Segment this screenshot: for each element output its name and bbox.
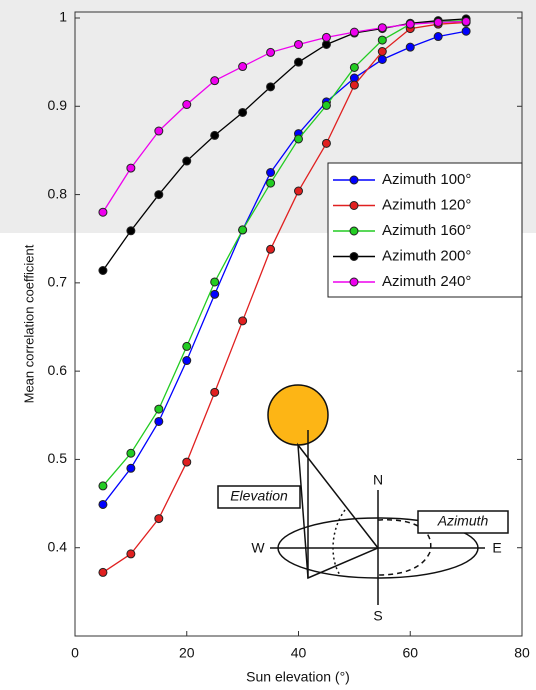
data-point <box>294 134 303 144</box>
y-tick-label: 0.5 <box>48 450 68 466</box>
legend-marker <box>349 252 359 261</box>
data-point <box>126 448 136 458</box>
data-point <box>321 100 331 110</box>
y-tick-label: 1 <box>59 9 67 25</box>
annotation: N <box>373 472 383 488</box>
data-point <box>98 265 108 275</box>
data-point <box>377 47 387 57</box>
x-tick-label: 20 <box>179 645 195 661</box>
data-point <box>294 186 303 196</box>
annotation: W <box>251 540 265 556</box>
data-point <box>238 225 248 235</box>
data-point <box>126 463 136 473</box>
annotation: Elevation <box>230 488 288 504</box>
annotation: Azimuth <box>437 513 489 529</box>
elevation-triangle <box>297 442 380 580</box>
data-point <box>182 100 192 110</box>
data-point <box>210 76 220 86</box>
data-point <box>238 316 248 326</box>
data-point <box>266 168 276 177</box>
data-point <box>377 35 387 45</box>
legend-marker <box>349 226 359 236</box>
legend-marker <box>349 201 359 210</box>
data-point <box>98 567 108 577</box>
data-point <box>210 387 220 397</box>
data-point <box>405 19 415 29</box>
legend-box <box>327 162 523 298</box>
data-point <box>405 42 415 52</box>
y-tick-label: 0.8 <box>48 185 68 201</box>
data-point <box>266 82 276 92</box>
series-line <box>102 30 467 505</box>
annotation: S <box>373 608 382 624</box>
legend-label: Azimuth 100° <box>382 171 471 188</box>
sun <box>267 384 329 446</box>
data-point <box>433 17 443 27</box>
data-point <box>182 341 192 351</box>
y-tick-label: 0.6 <box>48 362 68 378</box>
data-point <box>461 17 471 27</box>
data-point <box>182 356 192 366</box>
data-point <box>349 27 359 37</box>
series-line <box>102 21 467 573</box>
data-point <box>154 190 164 200</box>
data-point <box>294 57 303 67</box>
data-point <box>349 62 359 72</box>
data-point <box>182 457 192 467</box>
data-point <box>349 80 359 90</box>
x-tick-label: 80 <box>514 645 530 661</box>
legend-marker <box>349 175 359 185</box>
data-point <box>433 32 443 42</box>
data-point <box>98 481 108 491</box>
data-point <box>266 47 276 57</box>
x-tick-label: 0 <box>71 645 79 661</box>
azimuth-arc <box>377 519 432 576</box>
data-point <box>154 404 164 414</box>
data-point <box>154 514 164 524</box>
label-box <box>417 510 509 534</box>
legend-label: Azimuth 200° <box>382 247 471 264</box>
y-tick-label: 0.4 <box>48 538 68 554</box>
series <box>98 17 471 217</box>
data-point <box>321 32 331 42</box>
legend-label: Azimuth 160° <box>382 222 471 239</box>
data-point <box>126 163 136 173</box>
y-tick-label: 0.7 <box>48 274 68 290</box>
data-point <box>294 39 303 49</box>
data-point <box>266 244 276 254</box>
annotation: E <box>492 540 501 556</box>
data-point <box>377 23 387 33</box>
data-point <box>266 178 276 188</box>
legend: Azimuth 100° Azimuth 120° Azimuth 160° Azim… <box>327 162 523 298</box>
series-line <box>102 20 467 213</box>
data-point <box>154 126 164 136</box>
sun-diagram <box>217 384 509 605</box>
data-point <box>154 416 164 426</box>
data-point <box>238 107 248 117</box>
legend-label: Azimuth 240° <box>382 273 471 290</box>
x-tick-label: 60 <box>402 645 418 661</box>
data-point <box>210 277 220 287</box>
data-point <box>126 549 136 559</box>
elevation-arc <box>332 509 346 576</box>
y-tick-label: 0.9 <box>48 97 68 113</box>
y-axis-title: Mean correlation coefficient <box>21 244 36 403</box>
data-point <box>126 226 136 236</box>
data-point <box>321 138 331 148</box>
series-line <box>102 19 467 487</box>
x-axis-title: Sun elevation (°) <box>246 669 350 685</box>
data-point <box>238 62 248 72</box>
data-point <box>210 130 220 140</box>
data-point <box>377 54 387 64</box>
legend-marker <box>349 277 359 287</box>
data-point <box>98 207 108 217</box>
data-point <box>182 156 192 166</box>
legend-label: Azimuth 120° <box>382 196 471 213</box>
label-box <box>217 485 301 509</box>
data-point <box>210 289 220 299</box>
data-point <box>98 499 108 509</box>
data-point <box>461 26 471 36</box>
x-tick-label: 40 <box>291 645 307 661</box>
